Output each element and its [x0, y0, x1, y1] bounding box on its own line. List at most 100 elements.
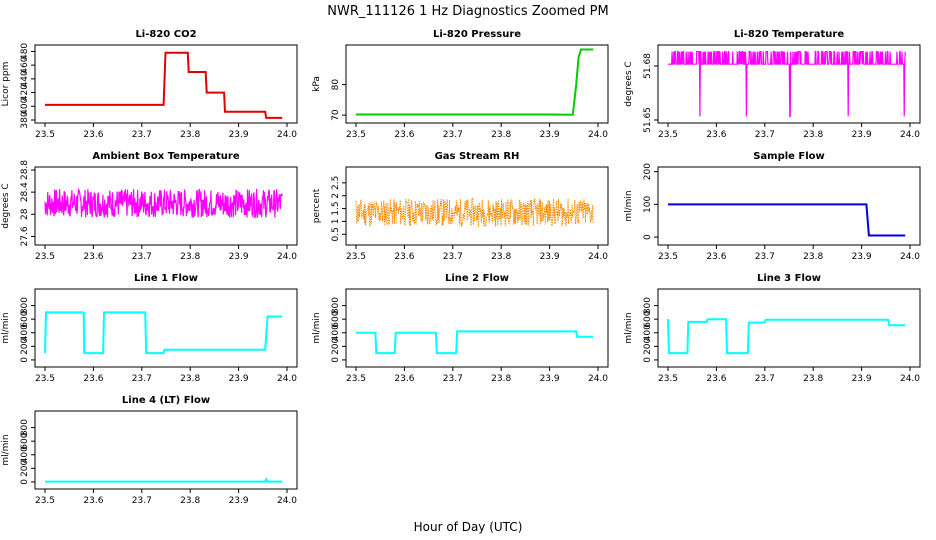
y-tick-label: 200	[331, 337, 341, 354]
panel-title: Line 4 (LT) Flow	[122, 395, 210, 406]
series-trace	[44, 187, 283, 219]
y-tick-label: 28.4	[20, 182, 30, 202]
x-tick-label: 23.8	[491, 374, 511, 384]
panel-sample-flow: Sample Flow ml/min 23.5 23.6 23.7 23.8 23.9 24.…	[624, 151, 921, 262]
panel-title: Ambient Box Temperature	[92, 151, 239, 162]
panel-li-820-pressure: Li-820 Pressure kPa 23.5 23.6 23.7 23.8 23.9 24…	[312, 29, 609, 140]
plot-frame	[657, 166, 921, 246]
y-tick-label: 200	[20, 459, 30, 476]
y-tick-label: 70	[331, 109, 341, 121]
y-tick-label: 51.65	[643, 107, 653, 133]
x-tick-label: 23.5	[346, 374, 366, 384]
panel-line-1-flow: Line 1 Flow ml/min 23.5 23.6 23.7 23.8 23.9 24.…	[1, 273, 298, 384]
x-tick-label: 24.0	[588, 130, 608, 140]
y-tick-label: 0	[331, 357, 341, 363]
x-tick-label: 24.0	[277, 130, 297, 140]
y-tick-label: 800	[20, 419, 30, 436]
y-axis-label: degrees C	[1, 183, 11, 228]
series-trace	[668, 50, 906, 118]
x-tick-label: 23.9	[229, 130, 249, 140]
x-tick-label: 23.6	[706, 130, 726, 140]
x-tick-label: 23.6	[706, 374, 726, 384]
x-tick-label: 24.0	[588, 252, 608, 262]
y-axis-label: ml/min	[1, 434, 11, 465]
y-tick-label: 440	[20, 70, 30, 87]
panel-line-3-flow: Line 3 Flow ml/min 23.5 23.6 23.7 23.8 23.9 24.…	[624, 273, 921, 384]
series-trace	[355, 197, 594, 228]
x-tick-label: 23.9	[852, 252, 872, 262]
x-tick-label: 23.5	[35, 496, 55, 506]
panel-line-4-lt-flow: Line 4 (LT) Flow ml/min 23.5 23.6 23.7 23.8 23…	[1, 395, 298, 506]
series-trace	[45, 51, 283, 119]
panel-li-820-co2: Li-820 CO2 Licor ppm 23.5 23.6 23.7 23.8 23.9 2…	[1, 29, 298, 140]
plot-frame	[345, 44, 609, 124]
x-tick-label: 23.6	[706, 252, 726, 262]
y-tick-label: 28	[20, 208, 30, 220]
panel-ambient-box-temperature: Ambient Box Temperature degrees C 23.5 23.6…	[1, 151, 298, 262]
x-tick-label: 23.8	[491, 252, 511, 262]
x-tick-label: 23.6	[83, 374, 103, 384]
panel-gas-stream-rh: Gas Stream RH percent 23.5 23.6 23.7 23.8 23.9…	[312, 151, 609, 262]
plot-frame	[34, 410, 298, 490]
x-tick-label: 23.7	[132, 130, 152, 140]
x-tick-label: 23.5	[35, 252, 55, 262]
plot-frame	[657, 44, 921, 124]
y-tick-label: 480	[20, 43, 30, 60]
y-tick-label: 200	[643, 337, 653, 354]
plot-frame	[34, 44, 298, 124]
x-tick-label: 23.7	[132, 252, 152, 262]
x-tick-label: 23.5	[658, 130, 678, 140]
x-tick-label: 23.9	[540, 374, 560, 384]
x-tick-label: 24.0	[277, 374, 297, 384]
panel-title: Li-820 Pressure	[433, 29, 521, 40]
y-tick-label: 600	[20, 432, 30, 449]
panel-title: Gas Stream RH	[435, 151, 520, 162]
y-tick-label: 2.5	[331, 176, 341, 190]
series-trace	[667, 318, 906, 355]
y-tick-label: 400	[20, 324, 30, 341]
y-axis-label: Licor ppm	[1, 62, 11, 107]
panel-title: Line 1 Flow	[134, 273, 198, 284]
y-tick-label: 0	[643, 234, 653, 240]
x-tick-label: 23.6	[394, 130, 414, 140]
series-trace	[356, 330, 594, 355]
series-trace	[668, 203, 906, 237]
x-tick-label: 23.9	[229, 252, 249, 262]
y-tick-label: 80	[331, 79, 341, 91]
x-tick-label: 23.6	[83, 496, 103, 506]
y-tick-label: 800	[643, 297, 653, 314]
x-tick-label: 23.7	[132, 496, 152, 506]
plot-frame	[34, 166, 298, 246]
y-axis-label: percent	[312, 188, 322, 223]
x-tick-label: 23.8	[803, 130, 823, 140]
x-tick-label: 23.5	[35, 374, 55, 384]
y-tick-label: 0.5	[331, 227, 341, 241]
x-tick-label: 24.0	[588, 374, 608, 384]
series-line-3-flow	[667, 318, 906, 355]
x-tick-label: 24.0	[277, 252, 297, 262]
y-tick-label: 460	[20, 56, 30, 73]
x-tick-label: 24.0	[900, 374, 920, 384]
x-tick-label: 23.7	[443, 374, 463, 384]
x-tick-label: 23.6	[83, 252, 103, 262]
x-tick-label: 23.9	[540, 130, 560, 140]
x-tick-label: 23.9	[229, 374, 249, 384]
series-trace	[356, 48, 594, 116]
y-axis-label: ml/min	[624, 190, 634, 221]
series-trace	[44, 311, 283, 355]
series-trace	[45, 477, 283, 483]
plot-frame	[345, 288, 609, 368]
y-axis-label: ml/min	[312, 312, 322, 343]
x-tick-label: 23.6	[83, 130, 103, 140]
y-axis-label: ml/min	[1, 312, 11, 343]
panel-title: Sample Flow	[753, 151, 825, 162]
plot-frame	[34, 288, 298, 368]
series-li-820-co2	[45, 51, 283, 119]
x-axis-title: Hour of Day (UTC)	[414, 520, 523, 534]
x-tick-label: 24.0	[900, 130, 920, 140]
y-tick-label: 800	[20, 297, 30, 314]
x-tick-label: 23.8	[180, 496, 200, 506]
x-tick-label: 23.8	[803, 252, 823, 262]
panel-title: Line 3 Flow	[757, 273, 821, 284]
y-tick-label: 420	[20, 84, 30, 101]
